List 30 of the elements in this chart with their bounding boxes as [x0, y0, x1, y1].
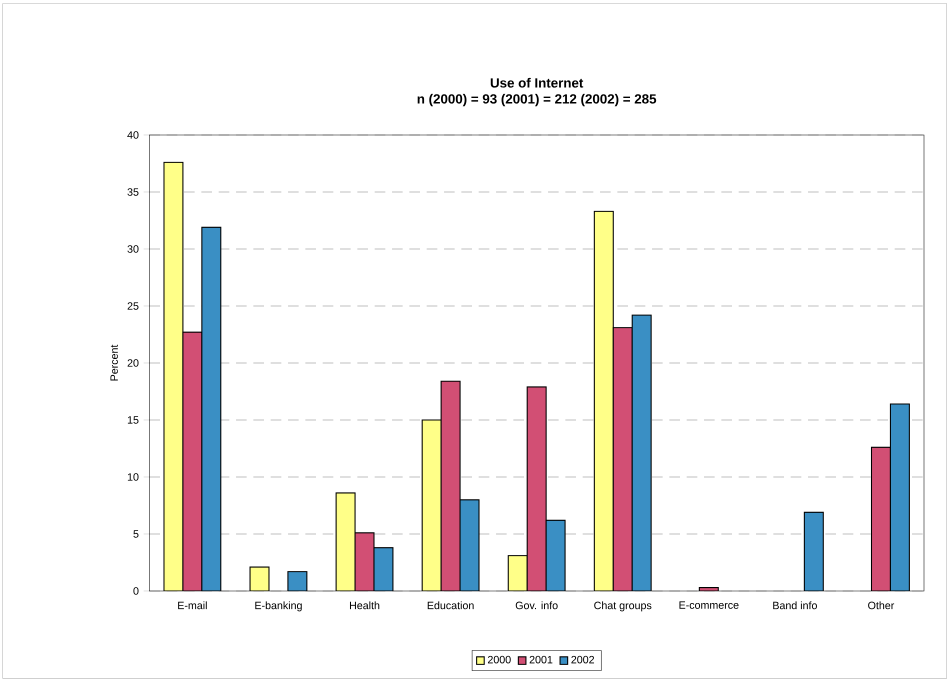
y-tick-label: 5	[133, 530, 138, 538]
legend-label: 2002	[571, 656, 594, 664]
y-tick-label: 40	[127, 131, 139, 139]
y-tick-label: 35	[127, 188, 138, 196]
bar	[163, 162, 184, 591]
x-tick-label: Education	[428, 601, 474, 610]
y-tick-label: 15	[128, 416, 138, 424]
chart-title: Use of Internet	[490, 78, 584, 88]
x-tick-label: Health	[350, 601, 380, 610]
x-tick-label: E-banking	[255, 601, 302, 612]
x-tick-label: E-mail	[178, 601, 207, 610]
chart-subtitle: n (2000) = 93 (2001) = 212 (2002) = 285	[418, 94, 656, 106]
x-tick-label: Chat groups	[594, 601, 652, 612]
y-tick-label: 30	[127, 245, 139, 253]
y-tick-label: 25	[128, 302, 138, 310]
legend-label: 2001	[530, 656, 552, 664]
bar	[336, 492, 356, 591]
bar	[250, 566, 270, 591]
bar	[422, 419, 442, 591]
x-tick-label: Band info	[773, 601, 817, 610]
bar	[508, 555, 528, 591]
x-tick-label: E-commerce	[679, 601, 739, 609]
y-tick-label: 10	[128, 473, 139, 481]
x-tick-label: Gov. info	[516, 601, 558, 610]
y-tick-label: 0	[133, 587, 139, 595]
bar	[594, 210, 614, 591]
x-tick-label: Other	[868, 601, 894, 610]
legend-label: 2000	[488, 656, 511, 664]
y-tick-label: 20	[128, 359, 139, 367]
y-axis-title: Percent	[110, 344, 118, 380]
